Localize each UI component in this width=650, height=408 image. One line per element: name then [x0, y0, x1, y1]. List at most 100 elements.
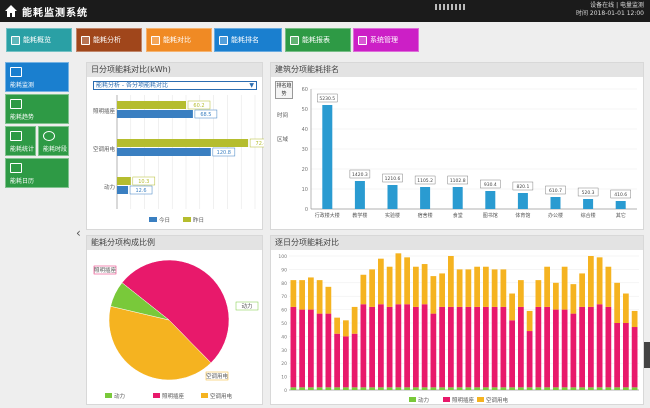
- stacked-bar-segment: [518, 387, 524, 390]
- stacked-bar-segment: [395, 253, 402, 305]
- category-label: 动力: [104, 183, 115, 191]
- collapse-sidebar-icon[interactable]: ‹: [76, 226, 81, 240]
- stacked-bar-segment: [526, 310, 533, 332]
- x-tick-label: 宿舍楼: [418, 212, 433, 219]
- bar: [117, 101, 186, 109]
- stacked-bar-segment: [448, 387, 454, 390]
- sidebar-tile-period[interactable]: 能耗时段: [38, 126, 69, 156]
- y-tick-label: 10: [302, 187, 308, 193]
- stacked-bar-segment: [456, 269, 463, 307]
- stacked-bar-segment: [378, 304, 384, 388]
- stacked-bar-segment: [483, 387, 489, 390]
- status-area: 设备在线 | 电量监测 时间 2018-01-01 12:00: [576, 2, 644, 18]
- y-tick-label: 90: [281, 267, 287, 273]
- stacked-bar-segment: [614, 323, 620, 388]
- nav-tile-compare[interactable]: 能耗对比: [146, 28, 212, 52]
- nav-tile-overview[interactable]: 能耗概览: [6, 28, 72, 52]
- x-tick-label: 综合楼: [581, 212, 596, 219]
- legend-label: 昨日: [193, 216, 204, 224]
- bar: [322, 105, 333, 209]
- nav-tile-label: 能耗排名: [231, 36, 259, 44]
- clock-icon: [43, 131, 55, 141]
- ranking-trend-button[interactable]: 排名趋势: [275, 81, 293, 99]
- panel-daily-stacked: 逐日分项能耗对比 0 10 20 30 40 50 60 70 80 90 100 动力 照明插座 空调用…: [270, 235, 644, 405]
- legend-swatch: [443, 397, 450, 402]
- grid-icon: [11, 35, 20, 45]
- bar: [615, 201, 626, 209]
- bar: [550, 197, 561, 209]
- stacked-bar-segment: [316, 280, 323, 314]
- x-tick-label: 食堂: [453, 212, 463, 219]
- stacked-bar-segment: [421, 387, 428, 390]
- stacked-bar-segment: [553, 387, 559, 390]
- stacked-bar-segment: [631, 387, 638, 390]
- nav-tile-analysis[interactable]: 能耗分析: [76, 28, 142, 52]
- stacked-bar-segment: [360, 387, 367, 390]
- chart-select[interactable]: 能耗分析 - 各分项能耗对比 ▼: [93, 81, 257, 90]
- calendar-icon: [10, 163, 22, 173]
- stacked-bar-segment: [421, 264, 428, 305]
- stacked-bar-segment: [404, 304, 410, 388]
- stacked-bar-segment: [439, 306, 445, 388]
- stacked-bar-segment: [290, 306, 297, 388]
- stacked-bar-segment: [623, 387, 629, 390]
- settings-icon: [358, 35, 367, 45]
- status-line-2: 时间 2018-01-01 12:00: [576, 10, 644, 17]
- nav-tile-report[interactable]: 能耗报表: [285, 28, 351, 52]
- bar: [117, 148, 211, 156]
- nav-tile-ranking[interactable]: 能耗排名: [214, 28, 282, 52]
- slice-label: 照明插座: [94, 266, 117, 274]
- sidebar-tile-trend[interactable]: 能耗趋势: [5, 94, 69, 124]
- panel-daily-compare: 日分项能耗对比(kWh) 能耗分析 - 各分项能耗对比 ▼ 照明插座 60.2 68.…: [86, 62, 264, 230]
- stacked-bar-segment: [518, 306, 524, 388]
- pie-slice: [110, 282, 170, 321]
- stacked-bar-segment: [579, 273, 585, 307]
- panel-title: 能耗分项构成比例: [87, 236, 262, 250]
- bar: [117, 177, 131, 185]
- slice-label: 空调用电: [206, 372, 229, 380]
- nav-tile-system[interactable]: 系统管理: [353, 28, 419, 52]
- stacked-bar-segment: [430, 276, 437, 314]
- stacked-bar-segment: [439, 273, 445, 307]
- select-value: 能耗分析 - 各分项能耗对比: [96, 82, 168, 89]
- stacked-bar-segment: [474, 387, 480, 390]
- stacked-bar-segment: [518, 280, 524, 307]
- y-tick-label: 50: [281, 321, 287, 327]
- stacked-bar-segment: [465, 306, 472, 388]
- stacked-bar-segment: [623, 323, 629, 388]
- data-label-box: [187, 100, 211, 110]
- stacked-bar-segment: [448, 306, 454, 388]
- stacked-bar-segment: [343, 387, 349, 390]
- bar: [420, 187, 431, 209]
- sidebar-tile-label: 能耗监测: [10, 82, 35, 89]
- stacked-bar-segment: [334, 333, 340, 388]
- stacked-bar-segment: [579, 387, 585, 390]
- top-bar: 能耗监测系统 设备在线 | 电量监测 时间 2018-01-01 12:00: [0, 0, 650, 22]
- stacked-bar-segment: [596, 304, 603, 388]
- stacked-bar-segment: [588, 256, 594, 307]
- data-label: 410.6: [614, 192, 627, 198]
- sidebar-tile-calendar[interactable]: 能耗日历: [5, 158, 69, 188]
- stacked-bar-segment: [614, 387, 620, 390]
- stacked-bar-segment: [509, 387, 515, 390]
- data-label-box: [447, 175, 468, 185]
- side-label-time[interactable]: 时间: [277, 113, 289, 119]
- slice-label-box: [93, 265, 117, 275]
- sidebar-tile-monitor[interactable]: 能耗监测: [5, 62, 69, 92]
- legend-label: 动力: [418, 396, 429, 404]
- sidebar-tile-label: 能耗时段: [43, 146, 68, 153]
- x-tick-label: 教学楼: [352, 212, 367, 219]
- side-label-area[interactable]: 区域: [277, 137, 289, 143]
- x-tick-label: 图书馆: [483, 212, 498, 219]
- stacked-bar-segment: [325, 387, 332, 390]
- legend-swatch: [477, 397, 484, 402]
- stacked-bar-segment: [605, 266, 612, 307]
- legend-swatch: [201, 393, 208, 398]
- expand-handle[interactable]: [642, 342, 650, 368]
- stacked-bar-segment: [316, 387, 323, 390]
- sidebar-tile-stats[interactable]: 能耗统计: [5, 126, 36, 156]
- home-icon[interactable]: [4, 4, 18, 18]
- stacked-bar-segment: [605, 387, 612, 390]
- stacked-bar-segment: [631, 310, 638, 328]
- stacked-bar-segment: [448, 256, 454, 307]
